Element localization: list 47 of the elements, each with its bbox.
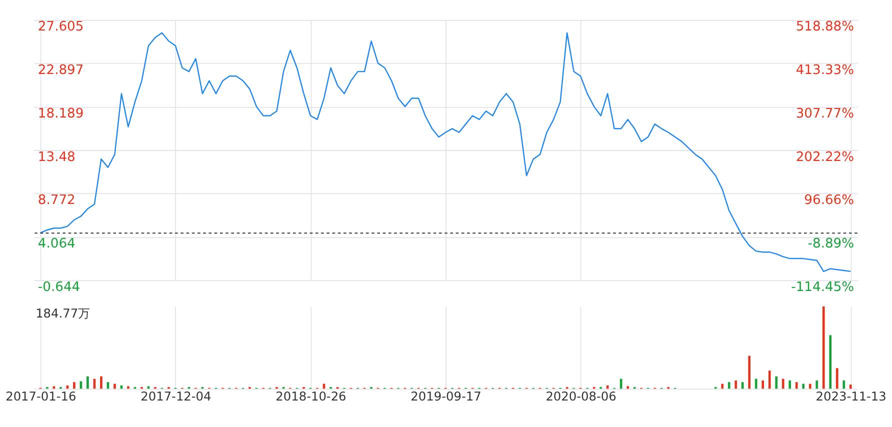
bar xyxy=(734,380,738,389)
bar xyxy=(842,380,846,389)
x-tick-label: 2023-11-13 xyxy=(816,389,886,404)
y2-tick-label: 518.88% xyxy=(796,20,854,35)
y2-tick-label: -8.89% xyxy=(808,236,854,252)
y-tick-label: 13.48 xyxy=(38,150,76,165)
bar xyxy=(721,384,724,389)
bar xyxy=(808,384,812,389)
bar xyxy=(626,386,629,389)
y-tick-label: -0.644 xyxy=(38,280,80,295)
y2-tick-label: 202.22% xyxy=(796,150,854,165)
bar xyxy=(782,378,784,389)
y-tick-label: 8.772 xyxy=(38,193,76,208)
y-tick-label: 18.189 xyxy=(38,106,84,122)
bar xyxy=(728,382,730,389)
bar xyxy=(762,380,764,389)
bar xyxy=(127,386,130,389)
bar xyxy=(748,356,751,389)
x-tick-label: 2018-10-26 xyxy=(276,389,346,404)
annotation: 184.77万 xyxy=(36,306,90,321)
y2-tick-label: 96.66% xyxy=(804,193,854,208)
bar xyxy=(788,380,792,389)
y-tick-label: 27.605 xyxy=(38,20,84,35)
bar xyxy=(100,376,102,389)
y2-tick-label: 307.77% xyxy=(796,106,854,122)
bar xyxy=(829,335,832,389)
bar xyxy=(795,382,798,389)
x-tick-label: 2020-08-06 xyxy=(546,389,616,404)
x-tick-label: 2017-01-16 xyxy=(6,389,76,404)
bar xyxy=(816,380,818,389)
bar xyxy=(73,382,76,389)
y2-tick-label: -114.45% xyxy=(791,280,854,295)
bar xyxy=(754,378,758,389)
x-tick-label: 2019-09-17 xyxy=(410,389,482,404)
y2-tick-label: 413.33% xyxy=(796,63,854,78)
bar xyxy=(86,376,89,389)
bar xyxy=(802,384,805,389)
y-tick-label: 4.064 xyxy=(38,236,76,252)
y-tick-label: 22.897 xyxy=(38,63,84,78)
bar xyxy=(114,384,116,389)
bar xyxy=(822,306,825,389)
x-tick-label: 2017-12-04 xyxy=(140,389,212,404)
bar xyxy=(768,370,771,389)
bar xyxy=(775,376,778,389)
bar xyxy=(836,368,838,389)
bar xyxy=(741,382,744,389)
bar xyxy=(849,384,852,389)
